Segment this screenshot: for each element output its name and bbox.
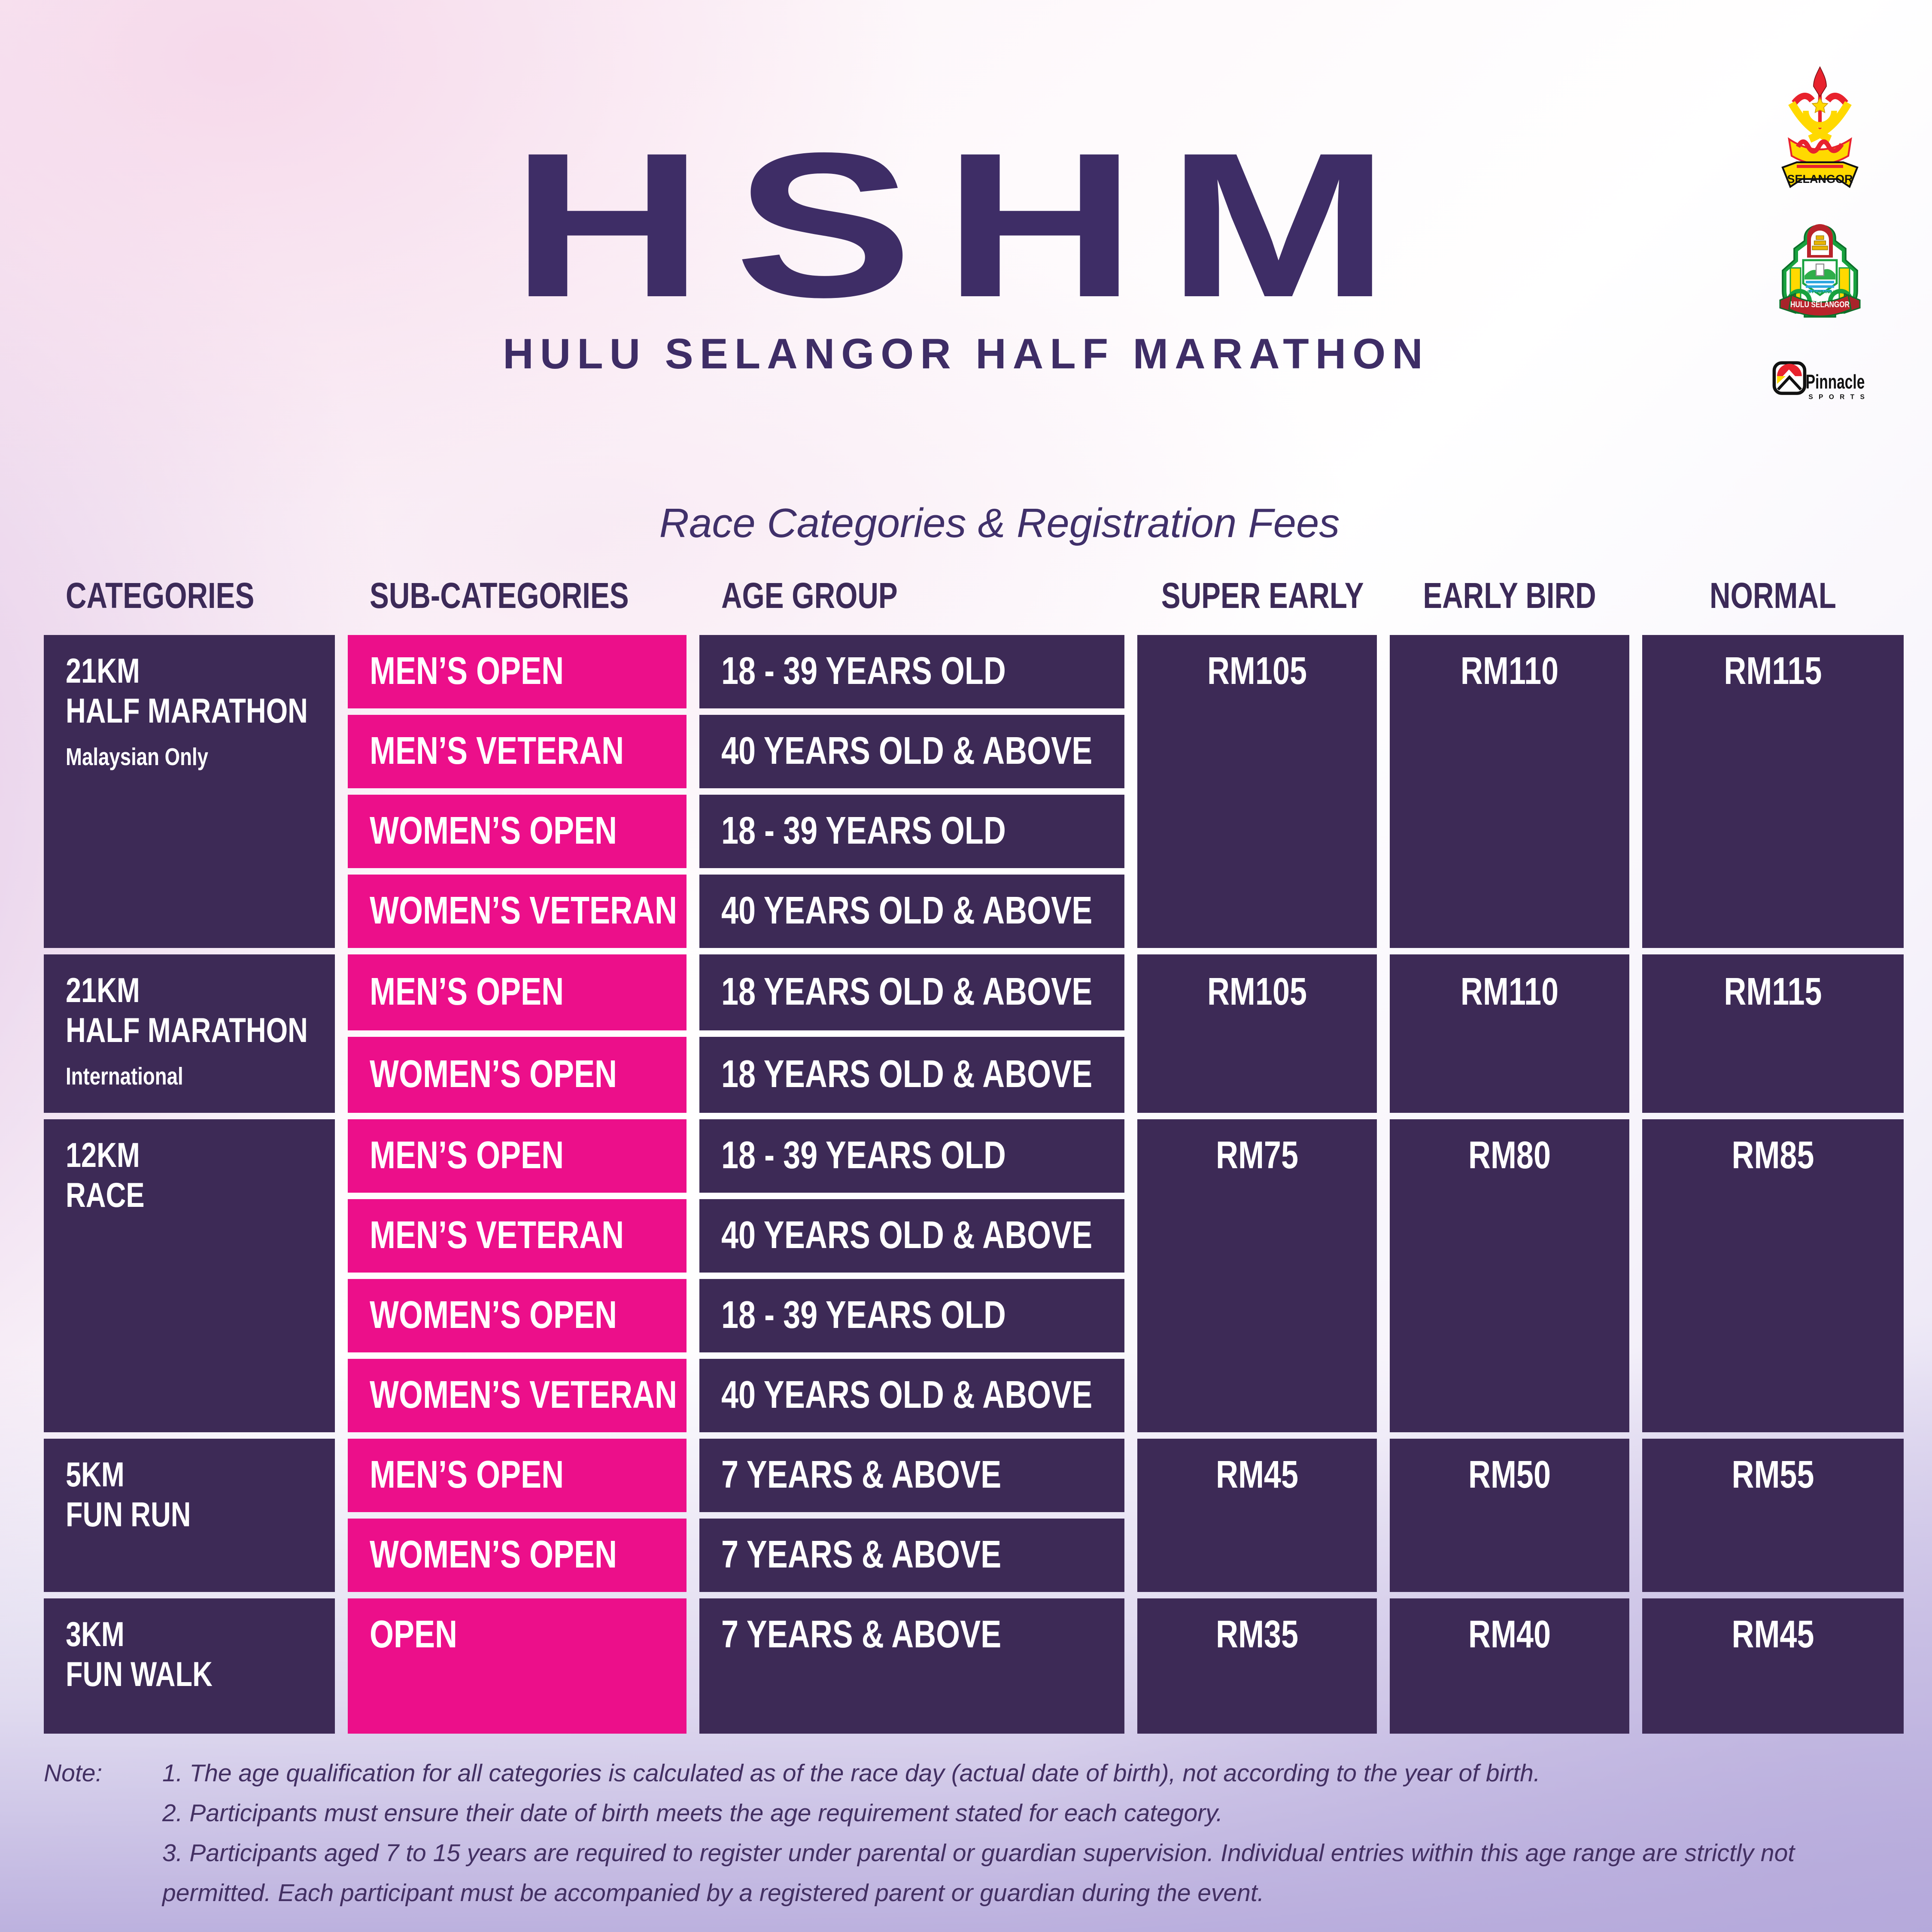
race-fees-title: Race Categories & Registration Fees: [659, 500, 1340, 546]
agegroup-cell: 40 YEARS OLD & ABOVE: [699, 875, 1124, 948]
category-cell: 3KM FUN WALK: [44, 1598, 335, 1734]
price-cell-normal: RM115: [1642, 635, 1904, 948]
category-cell: 5KM FUN RUN: [44, 1439, 335, 1592]
category-distance: 21KM: [66, 652, 140, 690]
agegroup-cell: 18 - 39 YEARS OLD: [699, 1119, 1124, 1193]
column-header-early-bird: EARLY BIRD: [1423, 576, 1596, 616]
pinnacle-sports-text: SPORTS: [1808, 393, 1868, 401]
pinnacle-sports-logo: Pinnacle SPORTS: [1772, 361, 1868, 401]
price-cell-super-early: RM105: [1137, 635, 1377, 948]
subcategory-cell: OPEN: [348, 1598, 687, 1734]
column-header-normal: NORMAL: [1710, 576, 1836, 616]
hulu-selangor-arc-text: MAJLIS PERBANDARAN: [1796, 290, 1844, 295]
agegroup-cell: 18 - 39 YEARS OLD: [699, 795, 1124, 868]
agegroup-cell: 40 YEARS OLD & ABOVE: [699, 715, 1124, 788]
price-cell-normal: RM55: [1642, 1439, 1904, 1592]
category-qualifier: Malaysian Only: [66, 744, 209, 772]
price-cell-super-early: RM35: [1137, 1598, 1377, 1734]
event-title-text: HSHM: [511, 109, 1421, 340]
price-cell-normal: RM45: [1642, 1598, 1904, 1734]
column-header-categories: CATEGORIES: [66, 576, 255, 616]
pinnacle-wordmark: Pinnacle: [1806, 371, 1865, 393]
subcategory-cell: WOMEN’S OPEN: [348, 1519, 687, 1592]
sponsor-logos: SELANGOR MAJLIS PERBANDARAN HULU SELANGO…: [1772, 64, 1868, 403]
subcategory-cell: MEN’S OPEN: [348, 1119, 687, 1193]
subcategory-cell: WOMEN’S VETERAN: [348, 875, 687, 948]
price-cell-early-bird: RM110: [1390, 635, 1629, 948]
agegroup-cell: 40 YEARS OLD & ABOVE: [699, 1199, 1124, 1273]
price-cell-super-early: RM105: [1137, 954, 1377, 1113]
agegroup-cell: 18 - 39 YEARS OLD: [699, 1279, 1124, 1352]
section-3km-fun-walk: 3KM FUN WALK OPEN 7 YEARS & ABOVE RM35 R…: [44, 1598, 1904, 1734]
agegroup-cell: 18 - 39 YEARS OLD: [699, 635, 1124, 708]
selangor-crest-logo: SELANGOR: [1781, 66, 1859, 188]
category-distance: 12KM: [66, 1136, 140, 1175]
subcategory-cell: WOMEN’S OPEN: [348, 1279, 687, 1352]
price-cell-normal: RM115: [1642, 954, 1904, 1113]
category-name: FUN RUN: [66, 1495, 191, 1534]
price-cell-super-early: RM45: [1137, 1439, 1377, 1592]
price-cell-early-bird: RM80: [1390, 1119, 1629, 1432]
column-header-age-group: AGE GROUP: [721, 576, 898, 616]
agegroup-cell: 18 YEARS OLD & ABOVE: [699, 1037, 1124, 1113]
note-item: 1. The age qualification for all categor…: [162, 1761, 1540, 1788]
price-cell-early-bird: RM50: [1390, 1439, 1629, 1592]
section-12km-race: 12KM RACE MEN’S OPEN 18 - 39 YEARS OLD M…: [44, 1119, 1904, 1432]
category-qualifier: International: [66, 1064, 183, 1091]
subcategory-cell: MEN’S OPEN: [348, 635, 687, 708]
note-item: 3. Participants aged 7 to 15 years are r…: [162, 1841, 1795, 1908]
section-21km-half-marathon-international: 21KM HALF MARATHON International MEN’S O…: [44, 954, 1904, 1113]
category-name: HALF MARATHON: [66, 1011, 308, 1050]
price-cell-normal: RM85: [1642, 1119, 1904, 1432]
subcategory-cell: MEN’S VETERAN: [348, 715, 687, 788]
category-cell: 21KM HALF MARATHON International: [44, 954, 335, 1113]
note-item: 2. Participants must ensure their date o…: [162, 1801, 1223, 1828]
subcategory-cell: WOMEN’S OPEN: [348, 1037, 687, 1113]
price-cell-early-bird: RM40: [1390, 1598, 1629, 1734]
column-header-super-early: SUPER EARLY: [1161, 576, 1364, 616]
event-subtitle: HULU SELANGOR HALF MARATHON: [503, 330, 1429, 377]
subcategory-cell: MEN’S OPEN: [348, 954, 687, 1030]
column-header-sub-categories: SUB-CATEGORIES: [370, 576, 629, 616]
note-label: Note:: [44, 1761, 103, 1788]
category-name: RACE: [66, 1176, 145, 1215]
hulu-selangor-crest-logo: MAJLIS PERBANDARAN HULU SELANGOR: [1779, 224, 1861, 318]
price-cell-super-early: RM75: [1137, 1119, 1377, 1432]
category-name: FUN WALK: [66, 1655, 213, 1694]
category-distance: 5KM: [66, 1455, 125, 1494]
agegroup-cell: 40 YEARS OLD & ABOVE: [699, 1359, 1124, 1432]
subcategory-cell: WOMEN’S VETERAN: [348, 1359, 687, 1432]
category-distance: 3KM: [66, 1615, 125, 1654]
hulu-selangor-banner-text: HULU SELANGOR: [1790, 301, 1850, 310]
category-name: HALF MARATHON: [66, 692, 308, 730]
section-21km-half-marathon-malaysian: 21KM HALF MARATHON Malaysian Only MEN’S …: [44, 635, 1904, 948]
category-distance: 21KM: [66, 971, 140, 1010]
agegroup-cell: 7 YEARS & ABOVE: [699, 1439, 1124, 1512]
fees-table: 21KM HALF MARATHON Malaysian Only MEN’S …: [44, 635, 1904, 1740]
note-items: 1. The age qualification for all categor…: [162, 1754, 1837, 1914]
price-cell-early-bird: RM110: [1390, 954, 1629, 1113]
section-5km-fun-run: 5KM FUN RUN MEN’S OPEN 7 YEARS & ABOVE W…: [44, 1439, 1904, 1592]
agegroup-cell: 7 YEARS & ABOVE: [699, 1519, 1124, 1592]
event-title: HSHM: [0, 109, 1932, 340]
subcategory-cell: MEN’S VETERAN: [348, 1199, 687, 1273]
category-cell: 12KM RACE: [44, 1119, 335, 1432]
table-column-headers: CATEGORIES SUB-CATEGORIES AGE GROUP SUPE…: [44, 574, 1904, 618]
category-cell: 21KM HALF MARATHON Malaysian Only: [44, 635, 335, 948]
agegroup-cell: 18 YEARS OLD & ABOVE: [699, 954, 1124, 1030]
notes: Note: 1. The age qualification for all c…: [44, 1754, 1837, 1914]
selangor-banner-text: SELANGOR: [1787, 173, 1853, 185]
subcategory-cell: WOMEN’S OPEN: [348, 795, 687, 868]
subcategory-cell: MEN’S OPEN: [348, 1439, 687, 1512]
agegroup-cell: 7 YEARS & ABOVE: [699, 1598, 1124, 1734]
